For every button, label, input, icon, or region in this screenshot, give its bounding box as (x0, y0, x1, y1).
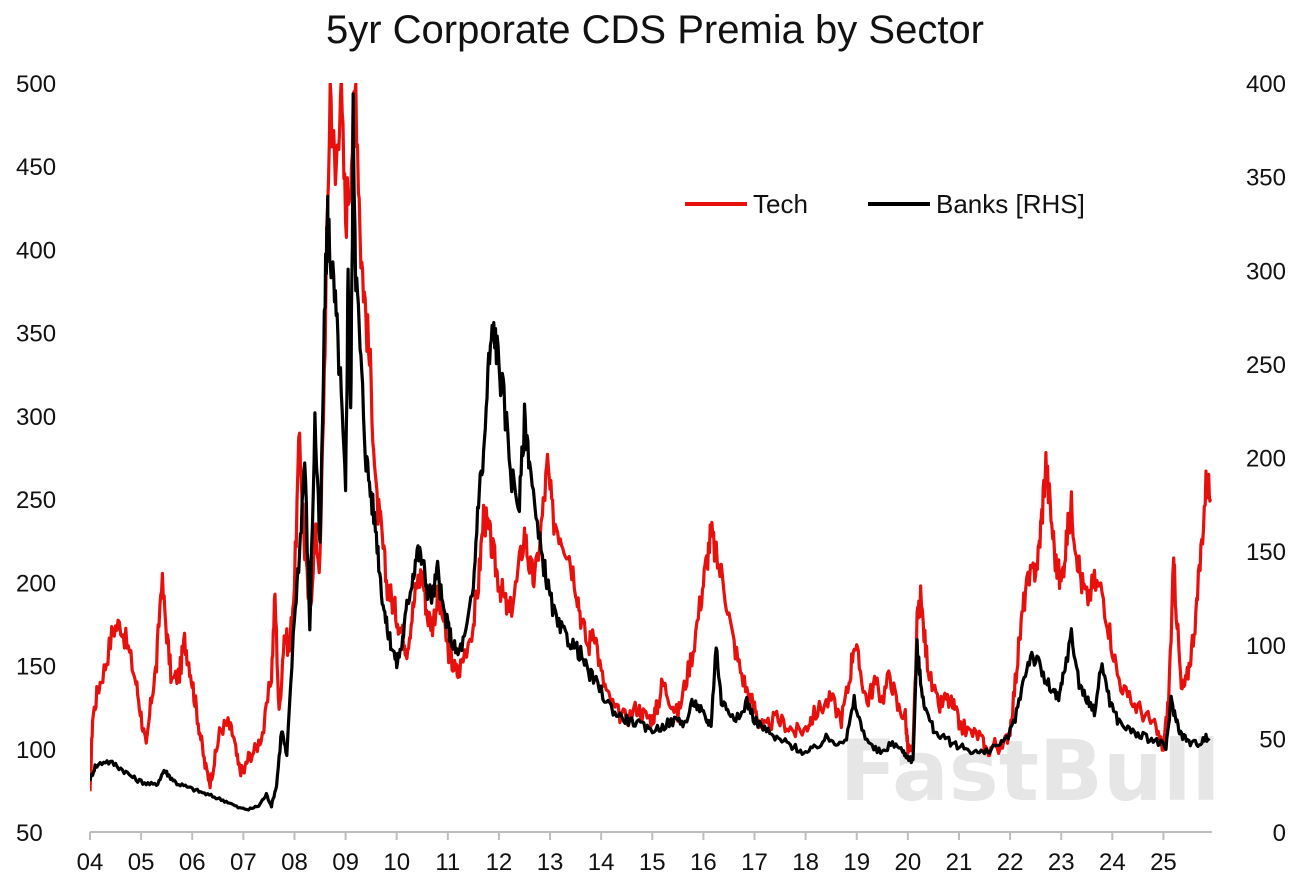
x-tick-label: 14 (588, 849, 615, 876)
x-axis: 04 05 06 07 08 09 10 11 12 13 14 15 16 17 18 19 20 21 22 23… (77, 831, 1212, 876)
right-tick-label: 250 (1246, 352, 1286, 379)
left-axis: 50 100 150 200 250 300 350 400 450 500 (16, 71, 56, 847)
series-layer (90, 83, 1212, 812)
x-tick-label: 20 (895, 849, 922, 876)
left-tick-label: 200 (16, 570, 56, 597)
left-tick-label: 100 (16, 737, 56, 764)
series-line-banks (90, 92, 1211, 812)
x-tick-label: 25 (1150, 849, 1177, 876)
left-tick-label: 400 (16, 237, 56, 264)
x-tick-label: 08 (281, 849, 308, 876)
x-tick-label: 15 (639, 849, 666, 876)
x-tick-label: 09 (332, 849, 359, 876)
left-tick-label: 500 (16, 71, 56, 98)
x-tick-label: 24 (1099, 849, 1126, 876)
right-tick-label: 150 (1246, 539, 1286, 566)
left-tick-label: 350 (16, 321, 56, 348)
x-tick-label: 05 (128, 849, 155, 876)
right-tick-label: 100 (1246, 633, 1286, 660)
x-tick-label: 12 (486, 849, 513, 876)
x-tick-label: 23 (1048, 849, 1075, 876)
left-tick-label: 250 (16, 487, 56, 514)
x-tick-label: 07 (230, 849, 257, 876)
legend: Tech Banks [RHS] (685, 189, 1085, 219)
x-tick-label: 04 (77, 849, 104, 876)
x-tick-label: 18 (792, 849, 819, 876)
right-tick-label: 300 (1246, 258, 1286, 285)
series-line-tech (90, 83, 1212, 792)
left-tick-label: 50 (16, 820, 43, 847)
x-tick-label: 16 (690, 849, 717, 876)
x-tick-label: 13 (537, 849, 564, 876)
x-tick-label: 17 (741, 849, 768, 876)
legend-label: Tech (753, 189, 808, 219)
left-tick-label: 450 (16, 154, 56, 181)
x-tick-label: 21 (946, 849, 973, 876)
right-tick-label: 50 (1259, 726, 1286, 753)
right-tick-label: 0 (1273, 820, 1286, 847)
right-axis: 0 50 100 150 200 250 300 350 400 (1246, 71, 1286, 847)
x-tick-label: 22 (997, 849, 1024, 876)
x-tick-label: 10 (383, 849, 410, 876)
right-tick-label: 350 (1246, 165, 1286, 192)
right-tick-label: 400 (1246, 71, 1286, 98)
x-tick-label: 06 (179, 849, 206, 876)
chart-title: 5yr Corporate CDS Premia by Sector (325, 8, 984, 52)
right-tick-label: 200 (1246, 446, 1286, 473)
left-tick-label: 150 (16, 654, 56, 681)
left-tick-label: 300 (16, 404, 56, 431)
legend-label: Banks [RHS] (936, 189, 1085, 219)
x-tick-label: 19 (843, 849, 870, 876)
x-tick-label: 11 (435, 849, 460, 876)
